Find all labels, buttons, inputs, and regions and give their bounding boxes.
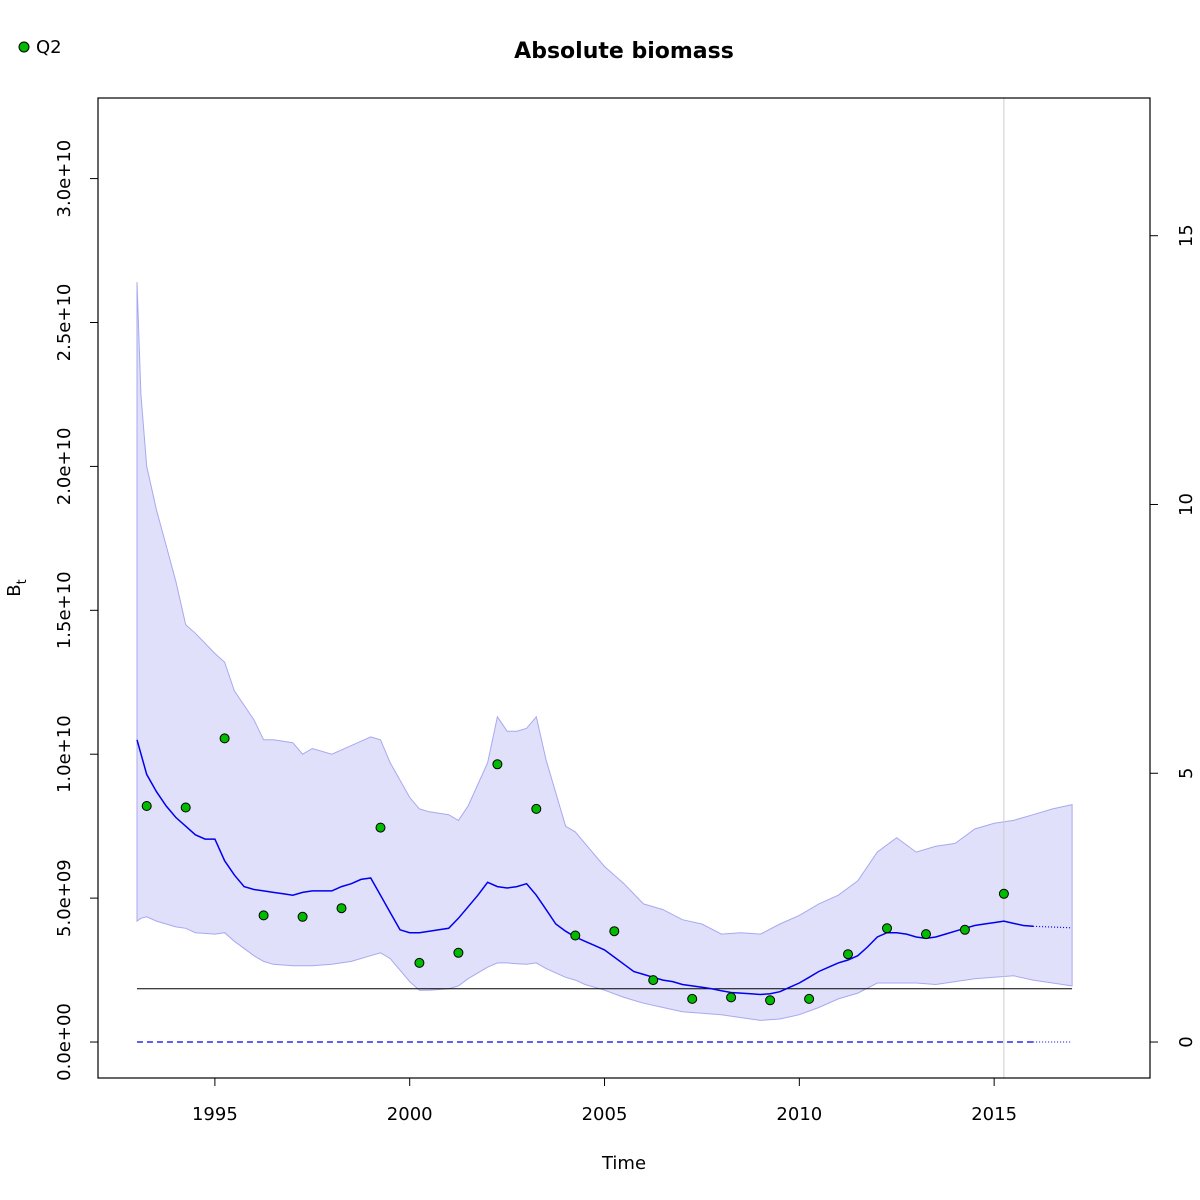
observation-point bbox=[414, 957, 425, 968]
observation-point bbox=[882, 923, 892, 934]
x-tick-label: 2005 bbox=[582, 1104, 628, 1125]
legend: Q2 bbox=[18, 37, 62, 58]
observation-point bbox=[804, 993, 815, 1004]
ci-band bbox=[136, 282, 1073, 1021]
observation-point bbox=[453, 947, 464, 958]
y-axis-left: 0.0e+00 5.0e+09 1.0e+10 1.5e+10 2.0e+10 2.5e+… bbox=[54, 140, 98, 1081]
observation-point bbox=[492, 759, 503, 770]
x-tick-label: 1995 bbox=[192, 1104, 238, 1125]
observation-point bbox=[531, 803, 542, 814]
plot-layer bbox=[136, 98, 1073, 1078]
y-tick-label: 1.5e+10 bbox=[54, 571, 75, 649]
x-tick-label: 2010 bbox=[776, 1104, 822, 1125]
x-axis: 1995 2000 2005 2010 2015 bbox=[192, 1078, 1017, 1125]
y-axis-title-subscript: t bbox=[15, 579, 30, 584]
y-tick-label: 2.0e+10 bbox=[54, 428, 75, 506]
observation-point bbox=[570, 930, 581, 941]
observation-point bbox=[258, 910, 269, 921]
y2-tick-label: 10 bbox=[1176, 493, 1197, 516]
chart-title: Absolute biomass bbox=[514, 39, 734, 64]
observation-point bbox=[219, 733, 230, 744]
x-tick-label: 2000 bbox=[387, 1104, 433, 1125]
y-tick-label: 5.0e+09 bbox=[54, 859, 75, 937]
y2-tick-label: 5 bbox=[1176, 768, 1197, 779]
observation-point bbox=[180, 802, 191, 813]
prediction-line bbox=[1033, 925, 1073, 929]
y2-tick-label: 15 bbox=[1176, 224, 1197, 247]
x-tick-label: 2015 bbox=[971, 1104, 1017, 1125]
observation-point bbox=[765, 995, 776, 1006]
observation-point bbox=[843, 949, 853, 960]
y-tick-label: 2.5e+10 bbox=[54, 284, 75, 362]
y-tick-label: 3.0e+10 bbox=[54, 140, 75, 218]
observation-point bbox=[336, 903, 347, 914]
y-axis-title-main: B bbox=[4, 584, 25, 596]
x-axis-title: Time bbox=[601, 1153, 646, 1174]
observation-point bbox=[959, 924, 970, 935]
legend-label: Q2 bbox=[36, 37, 62, 58]
estimate-line bbox=[136, 739, 1034, 996]
y-axis-right: 0 5 10 15 bbox=[1150, 224, 1197, 1048]
observation-point bbox=[141, 801, 152, 811]
observation-point bbox=[609, 926, 620, 937]
y-tick-label: 1.0e+10 bbox=[54, 715, 75, 793]
observation-point bbox=[921, 929, 931, 940]
observation-point bbox=[375, 822, 386, 833]
y2-tick-label: 0 bbox=[1176, 1036, 1197, 1047]
observation-point bbox=[998, 888, 1009, 899]
legend-marker bbox=[18, 41, 30, 53]
plot-frame bbox=[97, 97, 1151, 1079]
observation-point bbox=[687, 993, 698, 1004]
y-axis-title: Bt bbox=[4, 579, 30, 596]
observation-point bbox=[648, 975, 659, 986]
y-tick-label: 0.0e+00 bbox=[54, 1003, 75, 1081]
observation-point bbox=[726, 992, 737, 1003]
observation-point bbox=[297, 911, 308, 922]
